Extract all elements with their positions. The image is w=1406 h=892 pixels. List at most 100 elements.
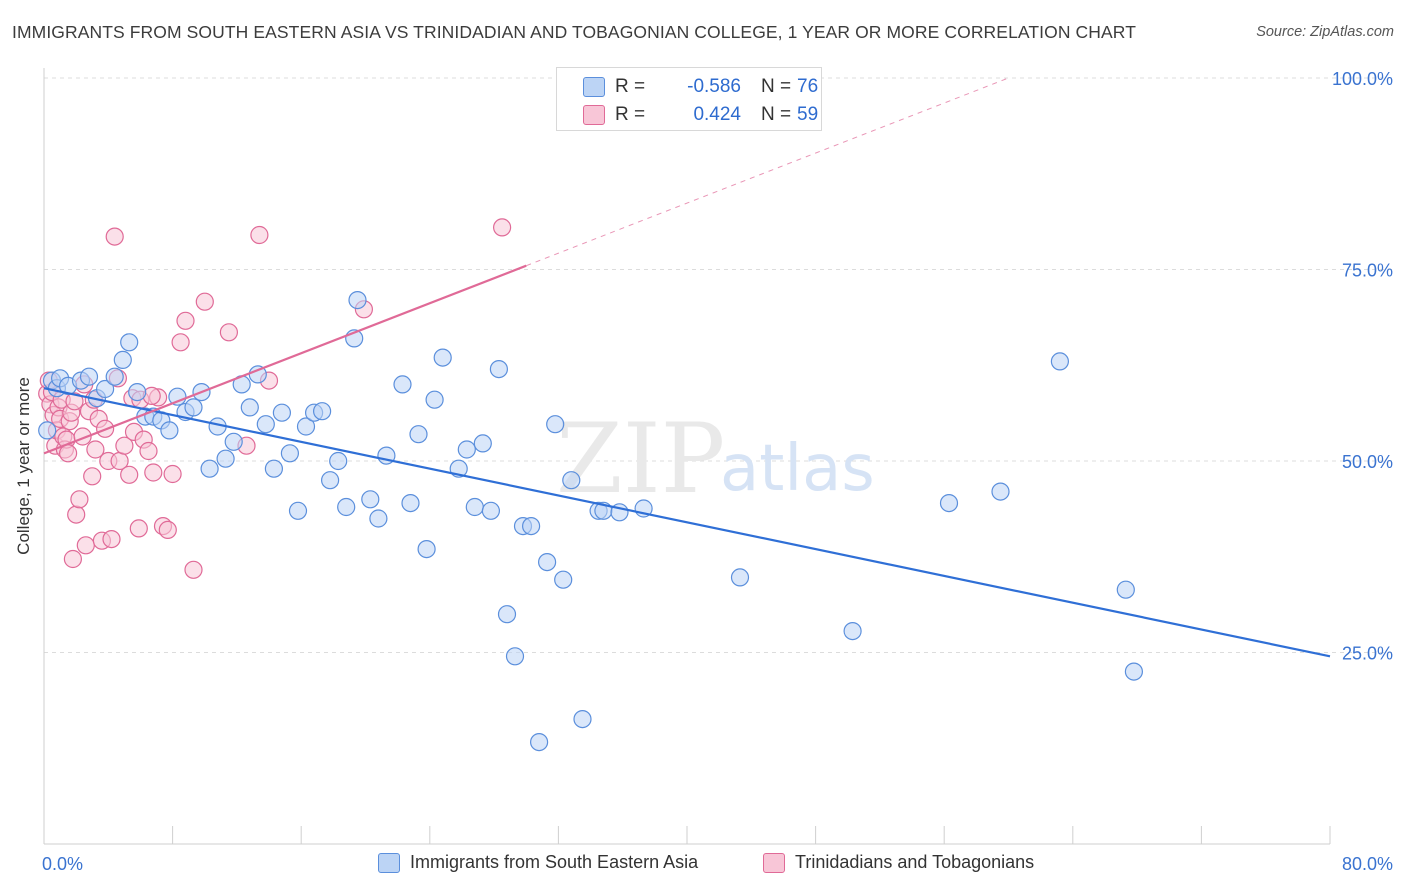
legend-r-value: -0.586 <box>687 76 741 97</box>
sea-point <box>337 497 356 517</box>
trinidadian-point <box>195 292 214 311</box>
sea-point <box>554 570 573 589</box>
sea-point <box>240 398 259 417</box>
trinidadian-point <box>105 227 124 246</box>
trinidadian-point <box>120 465 139 484</box>
sea-point <box>296 417 316 436</box>
sea-point <box>481 501 500 520</box>
legend-n-label: N = <box>761 76 792 97</box>
trinidadian-point <box>65 392 84 411</box>
sea-point <box>280 444 299 463</box>
tick-labels: 100.0% 75.0% 50.0% 25.0% 0.0% 80.0% <box>42 69 1393 874</box>
y-tick-label: 100.0% <box>1332 69 1393 89</box>
trinidadian-point <box>184 560 203 579</box>
bottom-legend-label-sea: Immigrants from South Eastern Asia <box>410 852 699 872</box>
trinidadian-point <box>158 520 177 540</box>
sea-point <box>489 360 508 379</box>
trinidadian-point <box>83 467 102 486</box>
legend-swatch-trinidadian <box>583 105 605 125</box>
trinidadian-point <box>70 490 89 509</box>
y-axis-label: College, 1 year or more <box>14 377 33 555</box>
sea-point <box>401 494 420 513</box>
sea-point <box>120 333 139 352</box>
sea-point <box>200 459 219 478</box>
sea-point <box>537 552 557 572</box>
legend-n-value: 76 <box>797 76 819 97</box>
trinidadian-point <box>63 549 83 569</box>
sea-point <box>105 367 124 386</box>
trinidadian-point <box>67 505 86 524</box>
sea-point <box>184 398 203 417</box>
trend-lines <box>43 77 1331 658</box>
bottom-legend-label-trinidadian: Trinidadians and Tobagonians <box>795 852 1035 872</box>
bottom-legend-swatch-trinidadian <box>763 853 785 873</box>
sea-point <box>843 621 862 641</box>
trinidadian-point <box>144 463 163 482</box>
sea-point <box>160 421 179 440</box>
sea-point <box>224 432 243 451</box>
sea-point <box>730 568 750 587</box>
sea-point <box>321 471 340 490</box>
sea-point <box>128 383 147 402</box>
trinidadian-point <box>115 436 134 455</box>
trinidadian-point <box>171 333 190 352</box>
sea-point <box>433 348 452 367</box>
y-tick-label: 50.0% <box>1342 452 1393 472</box>
bottom-legend-swatch-sea <box>378 853 400 873</box>
sea-point <box>409 425 428 444</box>
sea-point <box>473 434 492 453</box>
sea-point <box>348 291 367 310</box>
sea-point <box>465 497 484 517</box>
sea-point <box>264 459 283 478</box>
trinidadian-point <box>86 440 105 459</box>
sea-point <box>497 605 517 624</box>
sea-point <box>1116 580 1135 599</box>
legend-swatch-sea <box>583 77 605 97</box>
sea-point <box>361 490 380 509</box>
sea-point <box>505 647 525 666</box>
watermark-zip: ZIP <box>556 403 725 515</box>
sea-point <box>393 375 412 394</box>
legend-r-value: 0.424 <box>693 104 741 125</box>
trinidadian-point <box>176 311 195 330</box>
sea-point <box>417 539 436 559</box>
y-tick-label: 75.0% <box>1342 261 1393 281</box>
sea-point <box>272 403 291 422</box>
trinidadian-point <box>129 519 148 538</box>
trend-line-trinidadian <box>43 264 527 455</box>
sea-point <box>457 440 476 459</box>
sea-point <box>546 415 565 434</box>
sea-point <box>521 516 541 536</box>
sea-point <box>529 732 549 752</box>
trend-line-sea <box>43 387 1331 658</box>
x-tick-label: 0.0% <box>42 854 83 874</box>
sea-point <box>1124 662 1144 681</box>
sea-point <box>1050 352 1070 371</box>
gridlines <box>44 77 1395 653</box>
trinidadian-point <box>250 225 269 245</box>
sea-point <box>95 379 115 399</box>
watermark-atlas: atlas <box>720 432 875 506</box>
sea-point <box>313 402 332 421</box>
sea-point <box>991 482 1010 501</box>
trinidadian-point <box>139 441 158 461</box>
sea-point <box>288 501 308 520</box>
sea-point <box>425 390 444 409</box>
sea-point <box>562 471 581 490</box>
x-tick-label: 80.0% <box>1342 854 1393 874</box>
legend-n-label: N = <box>761 104 792 125</box>
series-sea-points <box>38 291 1144 752</box>
chart-title: IMMIGRANTS FROM SOUTH EASTERN ASIA VS TR… <box>12 22 1136 42</box>
source-label: Source: ZipAtlas.com <box>1256 24 1394 40</box>
sea-point <box>939 494 959 513</box>
sea-point <box>369 509 388 528</box>
sea-point <box>113 350 132 369</box>
axes <box>43 68 1331 845</box>
sea-point <box>329 451 348 471</box>
sea-point <box>79 367 99 386</box>
trinidadian-point <box>493 218 512 237</box>
trinidadian-point <box>219 323 238 342</box>
legend-r-label: R = <box>615 76 646 97</box>
legend-r-label: R = <box>615 104 646 125</box>
